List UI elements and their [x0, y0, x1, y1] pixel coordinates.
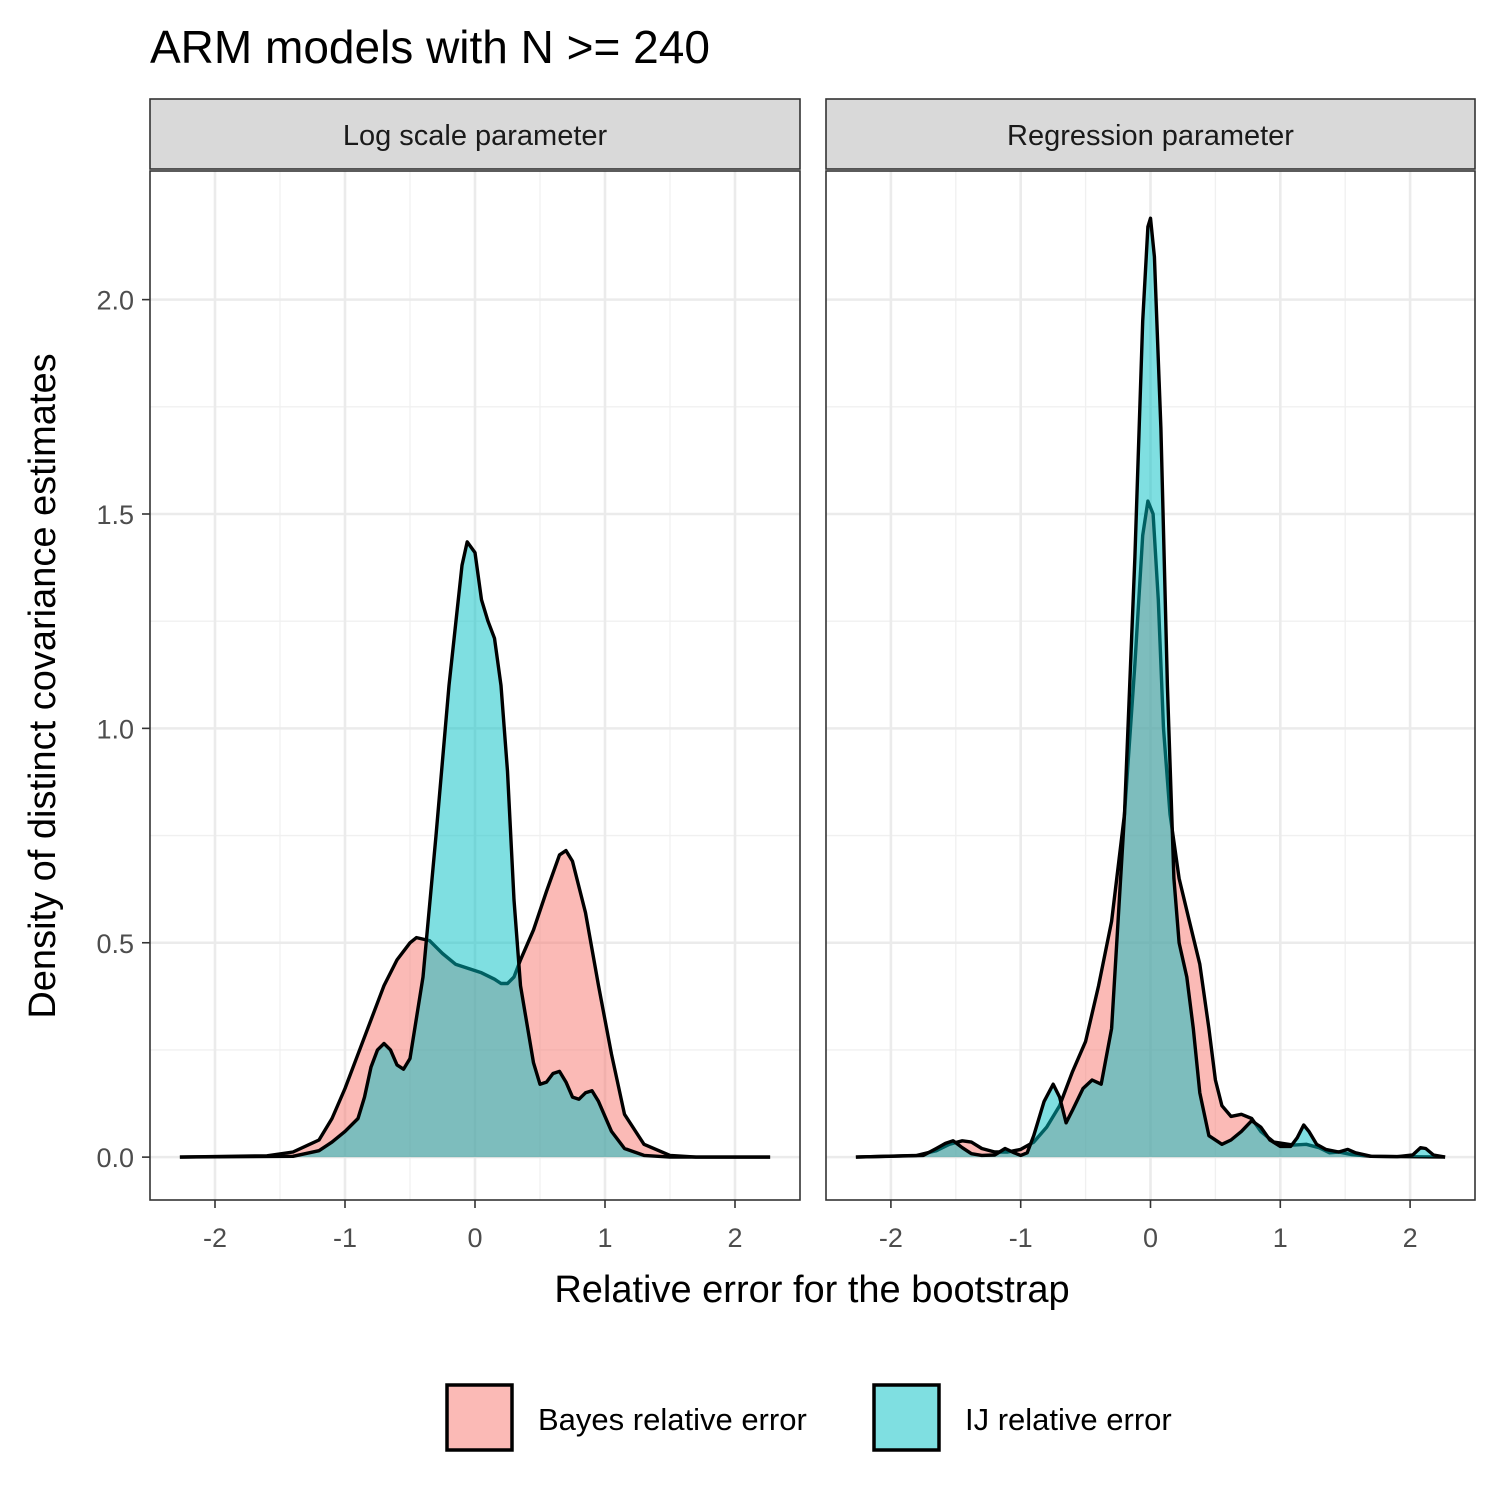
- panel-log-scale-parameter: Log scale parameter -2 -1 0 1 2 0.0 0.5 1.0 1.5 2.…: [96, 98, 801, 1253]
- density-line-ij: [855, 216, 1446, 1159]
- strip-label: Regression parameter: [1007, 120, 1294, 152]
- y-tick-label: 2.0: [96, 286, 134, 316]
- legend-label-bayes: Bayes relative error: [538, 1402, 807, 1437]
- y-tick-label: 0.0: [96, 1143, 134, 1173]
- x-tick-label: 0: [467, 1223, 482, 1253]
- x-tick-label: -1: [1009, 1223, 1033, 1253]
- x-tick-label: 2: [727, 1223, 742, 1253]
- y-tick-label: 1.5: [96, 500, 134, 530]
- legend-key-bayes: [445, 1383, 514, 1452]
- x-tick-label: -1: [333, 1223, 357, 1253]
- strip-background: [149, 98, 801, 170]
- density-area-ij: [179, 541, 771, 1158]
- x-tick-label: 1: [597, 1223, 612, 1253]
- panel-regression-parameter: Regression parameter -2 -1 0 1 2: [825, 98, 1476, 1253]
- x-tick-label: -2: [879, 1223, 903, 1253]
- x-axis-title: Relative error for the bootstrap: [554, 1269, 1069, 1311]
- x-tick-label: -2: [203, 1223, 227, 1253]
- chart-title: ARM models with N >= 240: [150, 21, 710, 73]
- legend-key-ij: [872, 1383, 941, 1452]
- x-tick-label: 0: [1143, 1223, 1158, 1253]
- strip-label: Log scale parameter: [343, 120, 608, 152]
- y-tick-label: 0.5: [96, 929, 134, 959]
- x-tick-label: 2: [1403, 1223, 1418, 1253]
- legend-label-ij: IJ relative error: [965, 1402, 1172, 1437]
- y-tick-label: 1.0: [96, 714, 134, 744]
- strip-background: [825, 98, 1476, 170]
- legend: Bayes relative error IJ relative error: [445, 1383, 1172, 1452]
- density-line-ij: [179, 540, 771, 1159]
- y-axis-title: Density of distinct covariance estimates: [22, 353, 64, 1018]
- density-area-ij: [855, 218, 1446, 1158]
- x-tick-label: 1: [1273, 1223, 1288, 1253]
